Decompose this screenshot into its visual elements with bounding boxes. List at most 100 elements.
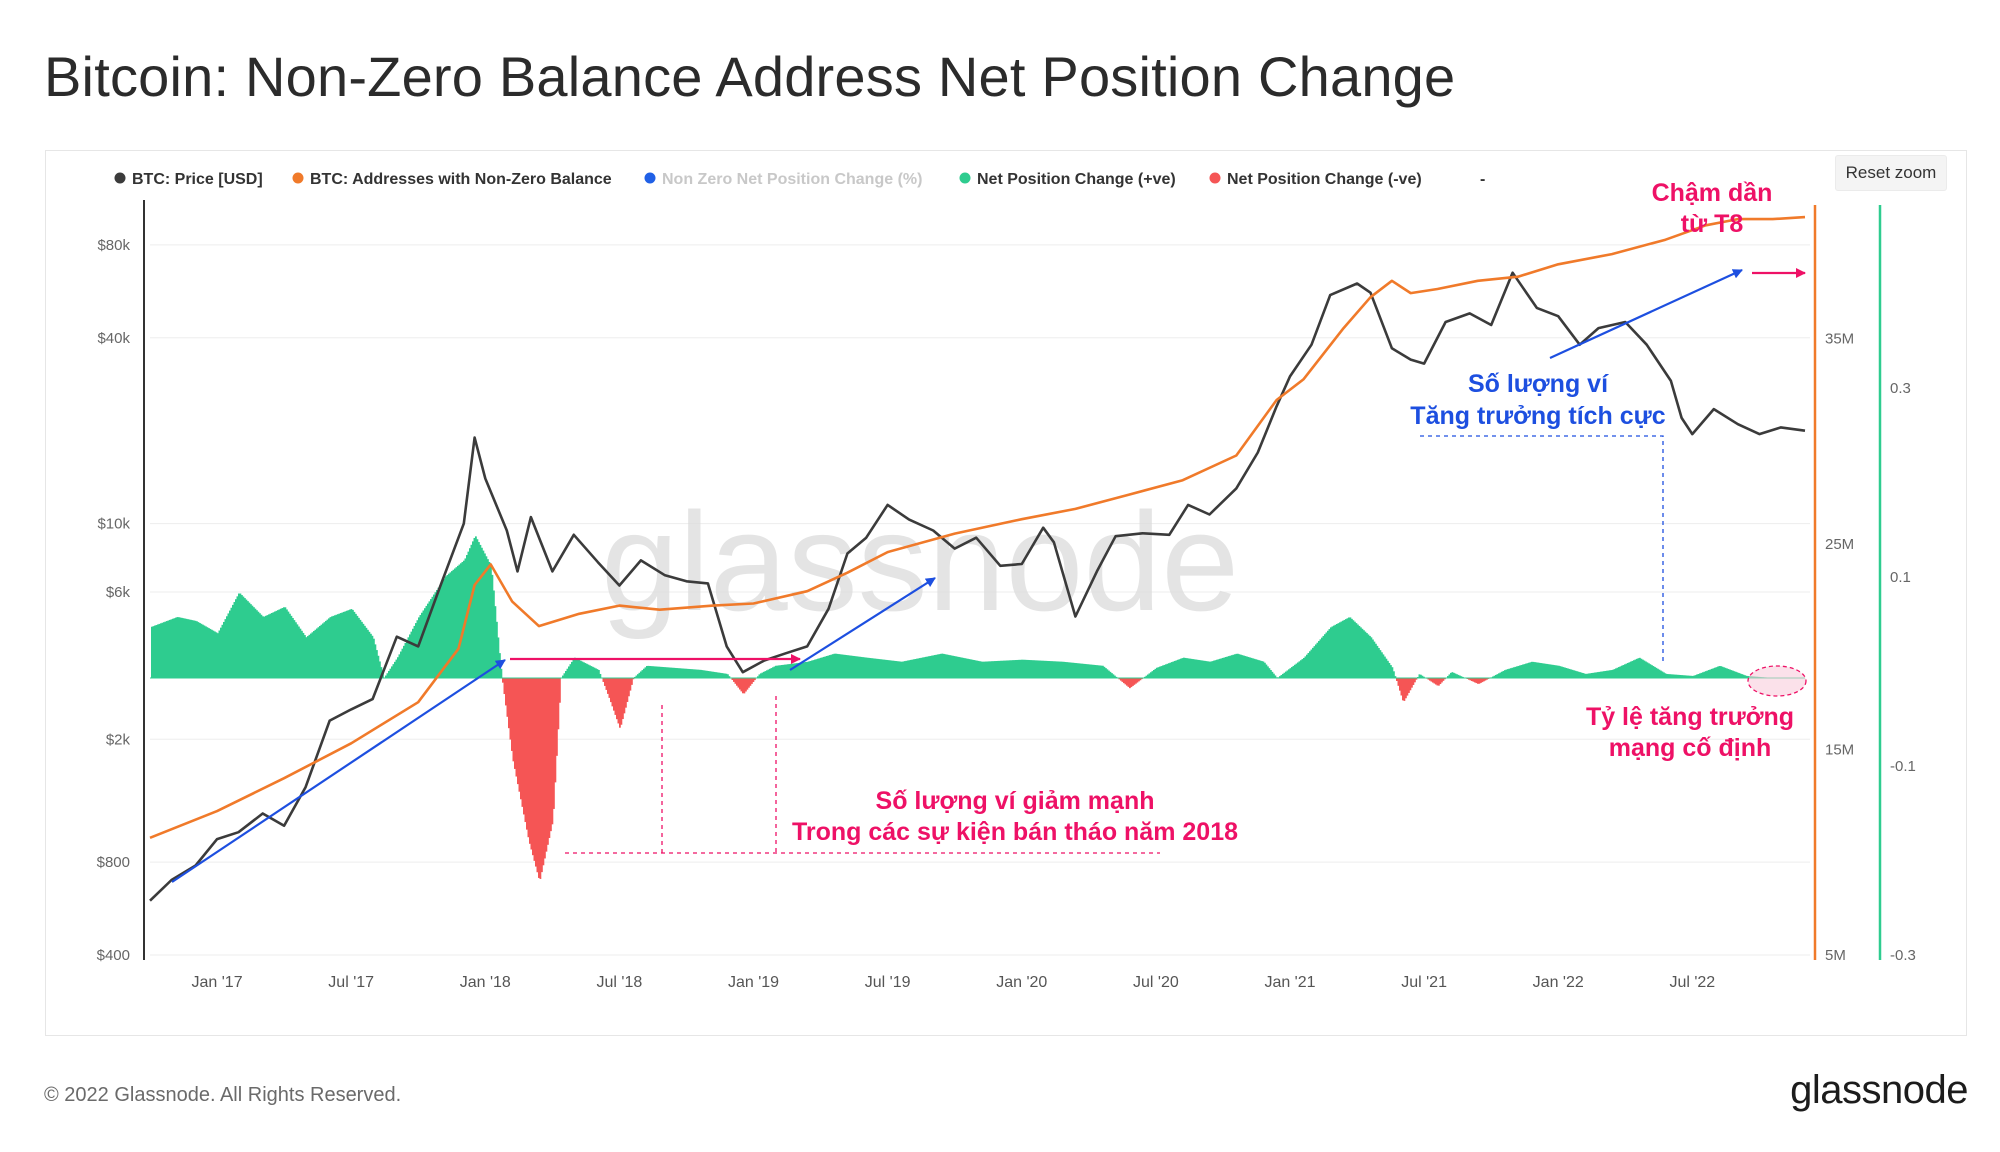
net-positive-bar [836, 653, 839, 678]
net-positive-bar [923, 657, 926, 678]
net-positive-bar [469, 548, 471, 678]
net-positive-bar [1108, 670, 1110, 678]
net-positive-bar [935, 654, 938, 678]
net-positive-bar [662, 667, 665, 678]
net-negative-bar [604, 678, 606, 686]
net-positive-bar [985, 661, 987, 678]
net-negative-bar [1141, 678, 1143, 680]
net-positive-bar [1382, 654, 1385, 678]
net-positive-bar [925, 656, 927, 678]
net-positive-bar [1045, 660, 1047, 678]
annotation-text: Tỷ lệ tăng trưởng [1586, 703, 1794, 731]
net-positive-bar [823, 656, 825, 678]
net-positive-bar [1052, 661, 1055, 678]
axes: $400 $800 $2k $6k $10k $40k $80k 5M 15M 25M 35M -0.… [97, 200, 1916, 991]
net-positive-bar [595, 668, 597, 678]
net-positive-bar [320, 624, 323, 678]
net-negative-bar [556, 678, 558, 756]
net-positive-bar [1724, 667, 1727, 678]
net-positive-bar [589, 665, 591, 678]
net-positive-bar [1733, 671, 1736, 678]
x-tick-label: Jan '22 [1533, 974, 1584, 991]
net-negative-bar [1435, 678, 1437, 685]
net-positive-bar [194, 620, 197, 678]
net-positive-bar [871, 658, 873, 678]
net-negative-bar [511, 678, 513, 751]
net-positive-bar [1522, 664, 1524, 678]
net-positive-bar [569, 664, 572, 678]
net-positive-bar [1360, 627, 1362, 678]
net-positive-bar [848, 655, 851, 678]
series-lines [149, 215, 1806, 902]
net-positive-bar [1661, 671, 1664, 678]
net-negative-bar [533, 678, 536, 861]
net-positive-bar [764, 671, 767, 678]
net-positive-bar [691, 669, 693, 678]
net-negative-bar [530, 678, 533, 850]
net-positive-bar [172, 618, 174, 678]
net-positive-bar [355, 613, 357, 678]
net-positive-bar [944, 654, 947, 678]
reset-zoom-button[interactable]: Reset zoom [1835, 155, 1947, 191]
netpct-tick-label: 0.1 [1890, 569, 1911, 586]
net-positive-bar [1294, 664, 1296, 678]
net-positive-bar [265, 615, 267, 678]
net-negative-bar [544, 678, 546, 859]
net-positive-bar [952, 655, 954, 678]
net-positive-bar [961, 657, 963, 678]
net-positive-bar [1510, 668, 1512, 678]
net-positive-bar [659, 666, 662, 678]
net-positive-bar [1712, 668, 1715, 678]
net-positive-bar [1297, 662, 1299, 678]
net-positive-bar [794, 663, 797, 678]
net-positive-bar [163, 622, 165, 678]
net-positive-bar [902, 661, 905, 678]
net-positive-bar [1375, 643, 1377, 678]
net-negative-bar [505, 678, 507, 706]
net-positive-bar [658, 666, 660, 678]
net-positive-bar [1234, 654, 1236, 678]
net-positive-bar [418, 617, 420, 678]
net-positive-bar [1571, 669, 1574, 678]
net-negative-bar [1123, 678, 1125, 684]
net-positive-bar [232, 604, 234, 678]
net-positive-bar [586, 663, 588, 678]
net-positive-bar [358, 617, 360, 678]
net-positive-bar [1718, 666, 1721, 678]
net-positive-bar [308, 634, 311, 678]
net-positive-bar [988, 661, 990, 678]
net-positive-bar [649, 666, 651, 678]
net-positive-bar [971, 659, 974, 678]
net-positive-bar [853, 655, 855, 678]
net-positive-bar [1042, 660, 1044, 678]
net-negative-bar [545, 678, 548, 852]
watermark: glassnode [601, 483, 1239, 640]
net-positive-bar [272, 612, 275, 678]
annotation-text: Chậm dần [1652, 179, 1773, 207]
net-positive-bar [760, 673, 762, 678]
net-negative-bar [740, 678, 743, 692]
net-positive-bar [1367, 634, 1370, 678]
x-tick-label: Jul '18 [597, 974, 643, 991]
net-positive-bar [1540, 663, 1542, 678]
net-positive-bar [302, 632, 305, 678]
net-positive-bar [437, 587, 440, 678]
net-positive-bar [1421, 675, 1424, 678]
net-positive-bar [1186, 658, 1188, 678]
net-positive-bar [1229, 655, 1232, 678]
net-negative-bar [617, 678, 620, 724]
net-positive-bar [307, 636, 309, 678]
net-negative-bar [1472, 678, 1475, 682]
net-positive-bar [1328, 629, 1331, 678]
net-positive-bar [1682, 675, 1685, 678]
net-positive-bar [1159, 666, 1161, 678]
net-negative-bar [751, 678, 753, 684]
net-positive-bar [481, 547, 483, 678]
net-positive-bar [664, 667, 666, 678]
net-positive-bar [176, 617, 179, 678]
net-positive-bar [1607, 670, 1610, 678]
net-positive-bar [1061, 661, 1064, 678]
net-positive-bar [928, 656, 930, 678]
net-negative-bar [512, 678, 515, 762]
net-positive-bar [404, 642, 407, 678]
